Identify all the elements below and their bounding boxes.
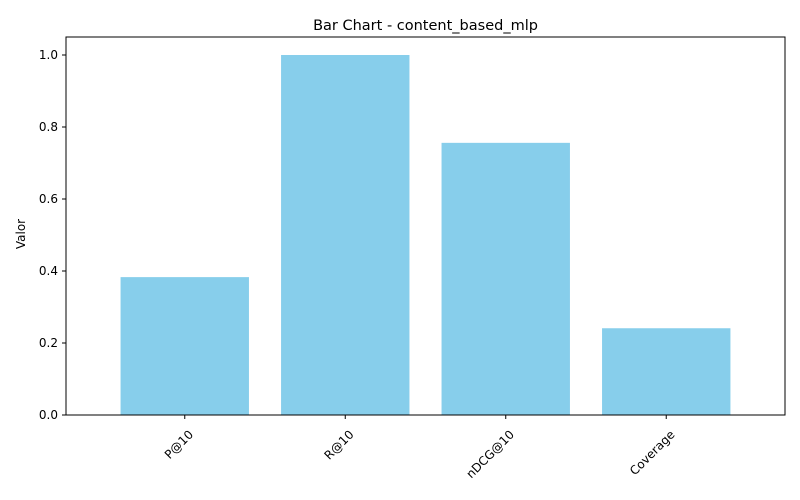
y-tick-label: 0.8	[39, 120, 58, 134]
bar-3	[602, 328, 731, 415]
chart-title: Bar Chart - content_based_mlp	[313, 18, 538, 34]
bar-0	[120, 277, 249, 415]
y-axis-ticks: 0.0 0.2 0.4 0.6 0.8 1.0	[39, 48, 66, 422]
bar-1	[281, 55, 410, 415]
x-tick-label: Coverage	[627, 427, 678, 478]
plot-frame	[65, 36, 786, 416]
x-tick-label: nDCG@10	[463, 427, 517, 481]
bar-2	[441, 142, 570, 415]
x-axis-ticks: P@10 R@10 nDCG@10 Coverage	[162, 415, 678, 481]
bars-layer	[120, 55, 731, 415]
x-tick-label: P@10	[162, 427, 196, 461]
y-tick-label: 1.0	[39, 48, 58, 62]
y-tick-label: 0.4	[39, 264, 58, 278]
y-tick-label: 0.6	[39, 192, 58, 206]
y-axis-title: Valor	[14, 219, 28, 249]
y-tick-label: 0.0	[39, 408, 58, 422]
y-tick-label: 0.2	[39, 336, 58, 350]
x-tick-label: R@10	[322, 427, 357, 462]
